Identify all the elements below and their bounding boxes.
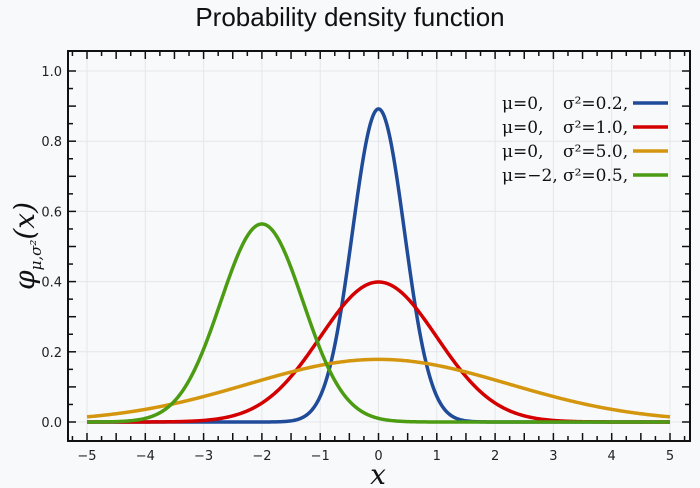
x-axis-label: x: [370, 458, 386, 488]
series-line-2: [86, 357, 671, 419]
x-tick-label: −1: [311, 449, 330, 464]
x-tick-label: −4: [136, 449, 155, 464]
legend-mu-0: μ=0,: [502, 94, 544, 114]
y-tick-label: 0.2: [41, 346, 62, 361]
svg-text:φμ,σ²(x): φμ,σ²(x): [8, 202, 45, 290]
y-tick-label: 0.6: [41, 205, 62, 220]
chart-title: Probability density function: [195, 2, 505, 32]
x-tick-label: 0: [374, 449, 382, 464]
legend-mu-2: μ=0,: [502, 142, 544, 162]
x-tick-label: 5: [666, 449, 674, 464]
legend-var-1: σ²=1.0,: [563, 118, 628, 138]
legend-var-2: σ²=5.0,: [563, 142, 628, 162]
y-tick-label: 0.8: [41, 135, 62, 150]
x-tick-label: 2: [491, 449, 499, 464]
x-tick-label: 1: [433, 449, 441, 464]
legend-mu-1: μ=0,: [502, 118, 544, 138]
legend-var-0: σ²=0.2,: [563, 94, 628, 114]
y-label-phi: φ: [8, 270, 41, 290]
x-tick-label: −2: [252, 449, 271, 464]
x-tick-label: 4: [608, 449, 616, 464]
y-tick-label: 0.0: [41, 416, 62, 431]
y-tick-label: 1.0: [41, 65, 62, 80]
legend-var-3: σ²=0.5,: [563, 166, 628, 186]
series-line-3: [86, 222, 671, 424]
legend-mu-3: μ=−2,: [502, 166, 558, 186]
y-label-arg: (x): [8, 202, 41, 240]
x-tick-label: 3: [549, 449, 557, 464]
x-tick-label: −3: [194, 449, 213, 464]
x-tick-label: −5: [77, 449, 96, 464]
y-axis-label: φμ,σ²(x): [8, 202, 45, 290]
y-tick-label: 0.4: [41, 276, 62, 291]
y-label-sub: μ,σ²: [27, 240, 45, 271]
